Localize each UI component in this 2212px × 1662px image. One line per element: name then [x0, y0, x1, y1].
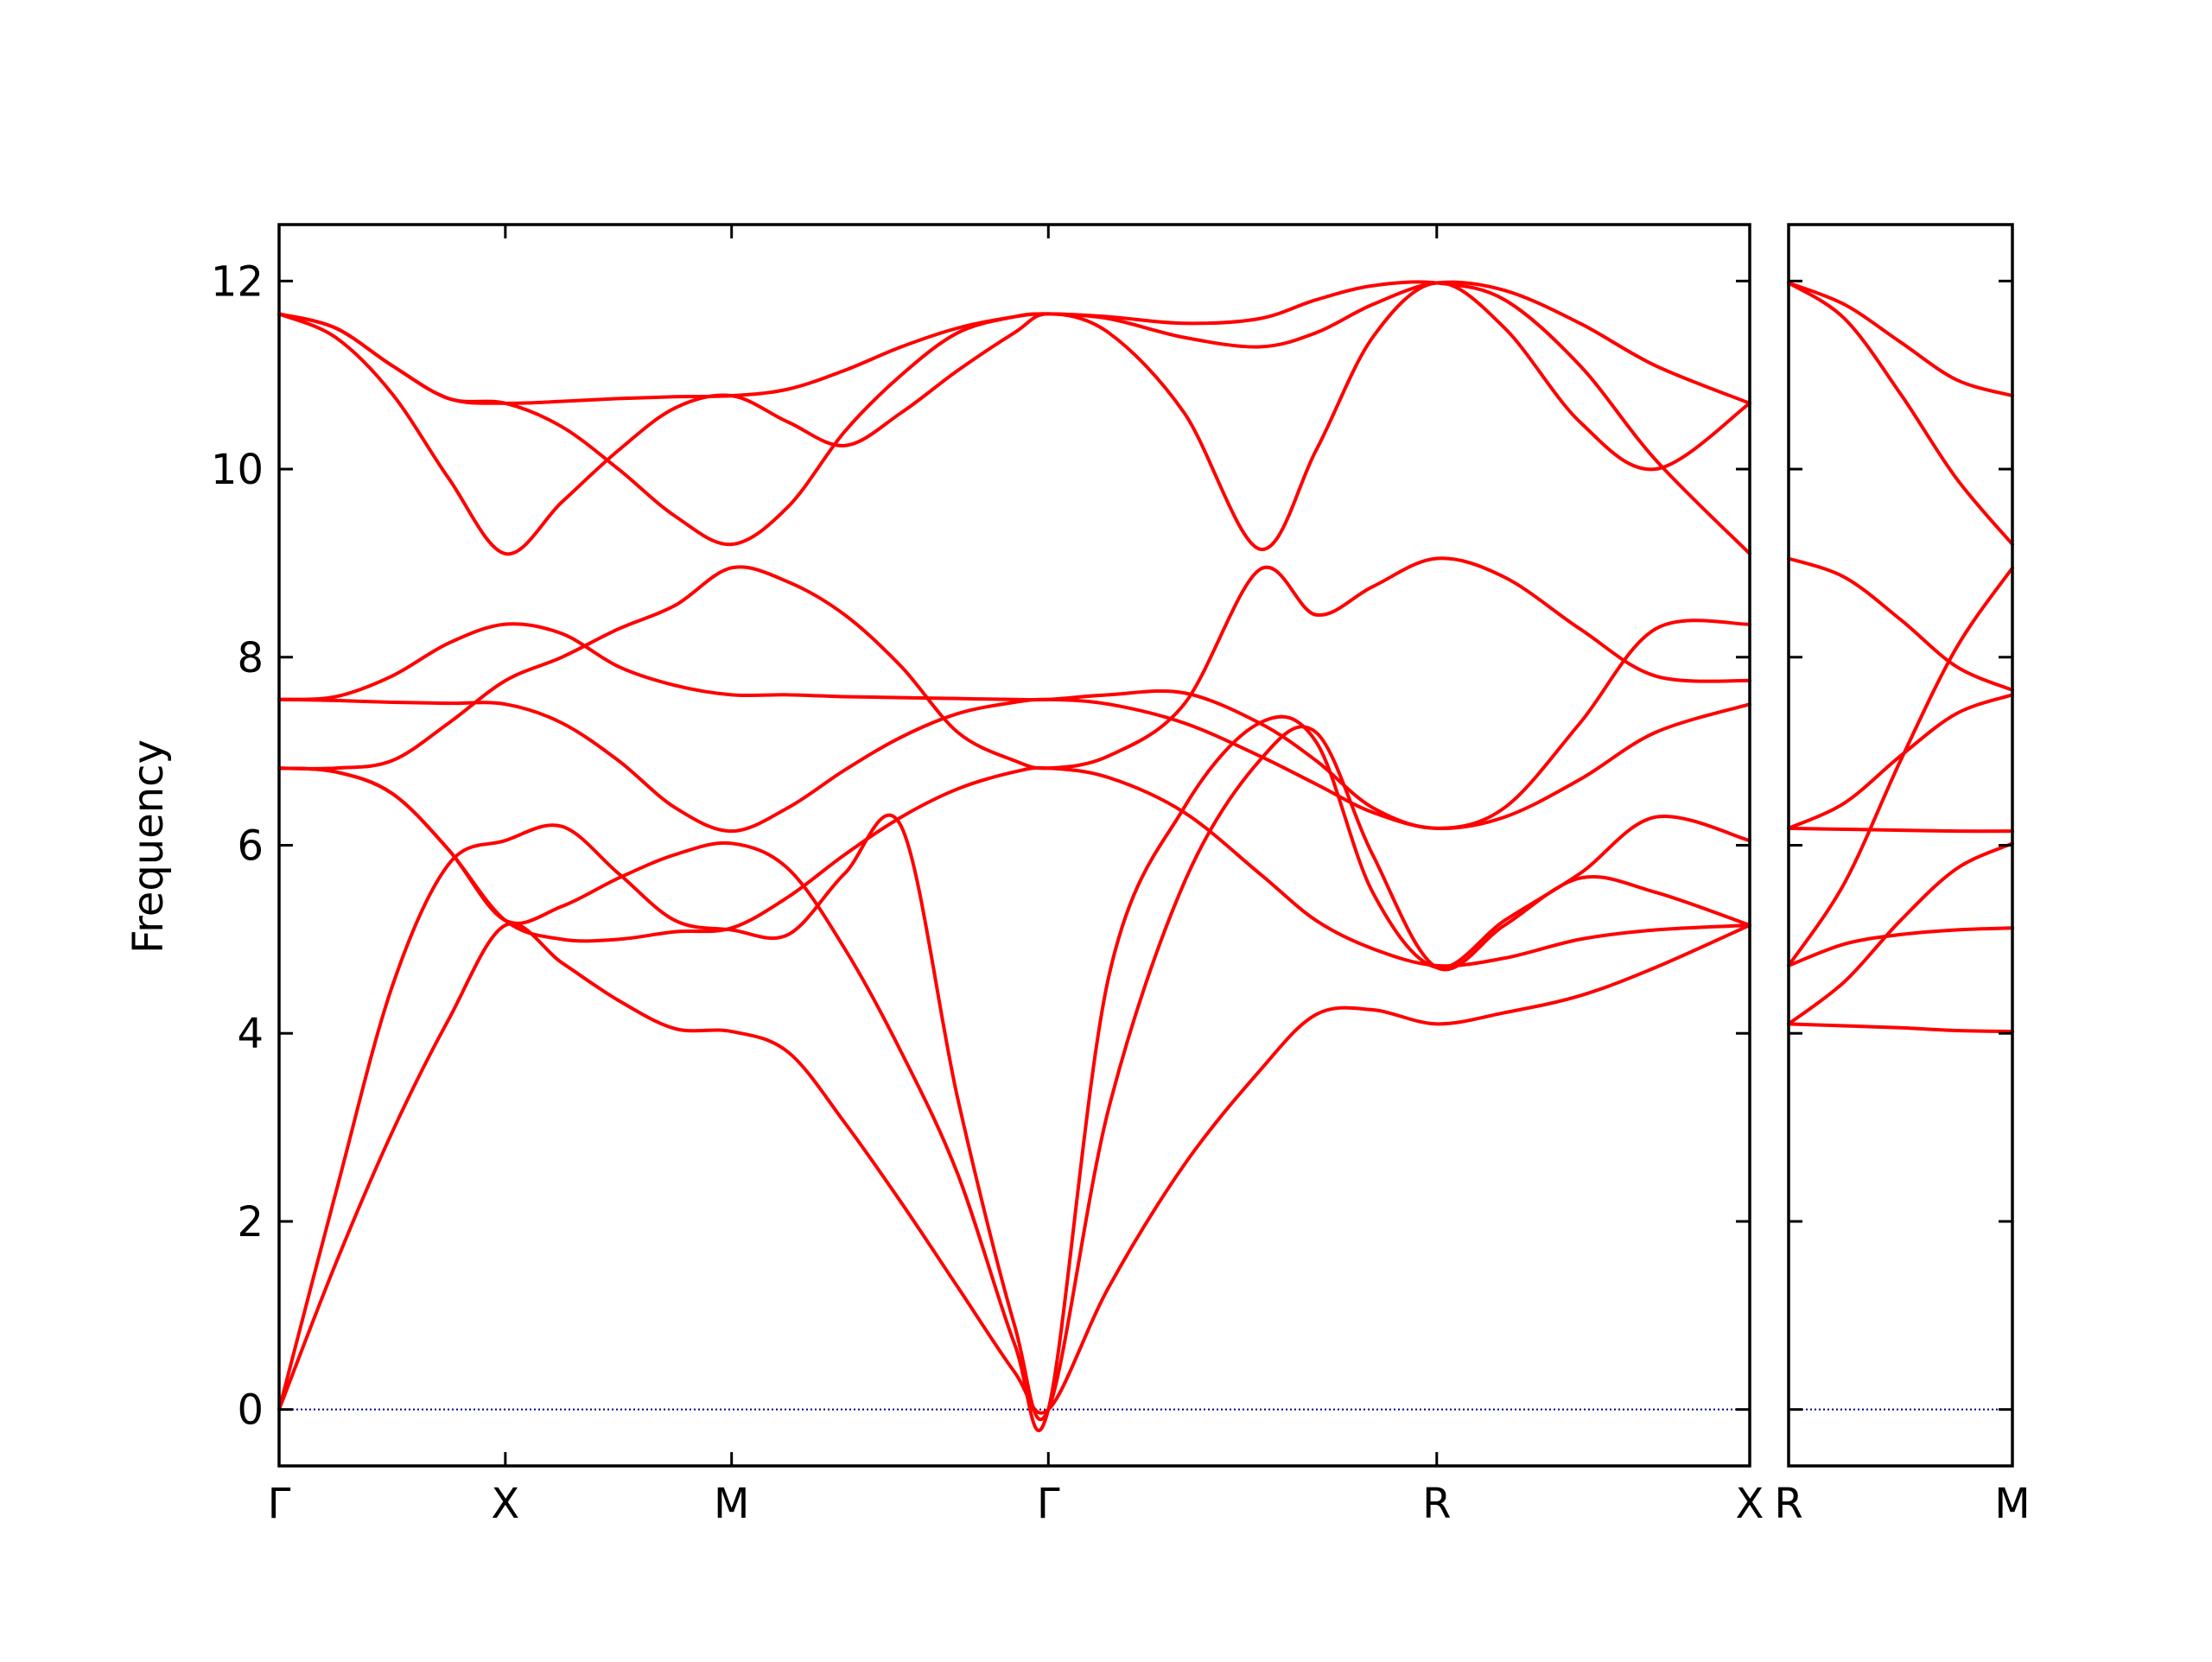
band-lines: [277, 280, 2014, 1432]
x-tick-label: X: [1736, 1480, 1764, 1528]
band-line-panel-2-4: [1787, 826, 2014, 834]
band-line-panel-1-5: [277, 556, 1751, 771]
band-line-panel-1-9: [277, 280, 1751, 556]
panel-frame-2: [1787, 223, 2014, 1468]
band-line-panel-2-8: [1787, 281, 2014, 547]
x-tick-label: Γ: [268, 1480, 291, 1528]
y-axis-label: Frequency: [124, 739, 173, 954]
x-tick-label: X: [491, 1480, 519, 1528]
y-tick-label: 4: [237, 1010, 264, 1058]
x-tick-label: R: [1422, 1480, 1451, 1528]
y-tick-label: 8: [237, 634, 264, 682]
band-line-panel-2-6: [1787, 693, 2014, 830]
band-line-panel-2-3: [1787, 841, 2014, 1026]
y-tick-label: 10: [211, 446, 264, 494]
y-tick-label: 12: [211, 257, 264, 306]
band-line-panel-2-9: [1787, 281, 2014, 398]
band-line-panel-1-4: [277, 765, 1751, 968]
band-line-panel-1-2: [277, 725, 1751, 1422]
y-tick-label: 0: [237, 1386, 264, 1435]
x-tick-label: R: [1774, 1480, 1802, 1528]
panel-frame-1: [277, 223, 1751, 1468]
x-tick-label: M: [1994, 1480, 2030, 1528]
band-line-panel-2-2: [1787, 926, 2014, 967]
band-line-panel-1-1: [277, 922, 1751, 1415]
y-tick-label: 6: [237, 822, 264, 871]
axis-ticks: [277, 225, 2014, 1466]
panel-frames: [277, 223, 2014, 1468]
band-line-panel-2-5: [1787, 566, 2014, 967]
band-line-panel-2-7: [1787, 556, 2014, 692]
x-tick-label: Γ: [1037, 1480, 1060, 1528]
band-line-panel-2-1: [1787, 1022, 2014, 1034]
band-line-panel-1-10: [277, 280, 1751, 405]
x-tick-label: M: [714, 1480, 749, 1528]
band-line-panel-1-8: [277, 281, 1751, 556]
band-line-panel-1-7: [277, 618, 1751, 830]
band-line-panel-1-6: [277, 697, 1751, 834]
y-tick-label: 2: [237, 1198, 264, 1246]
